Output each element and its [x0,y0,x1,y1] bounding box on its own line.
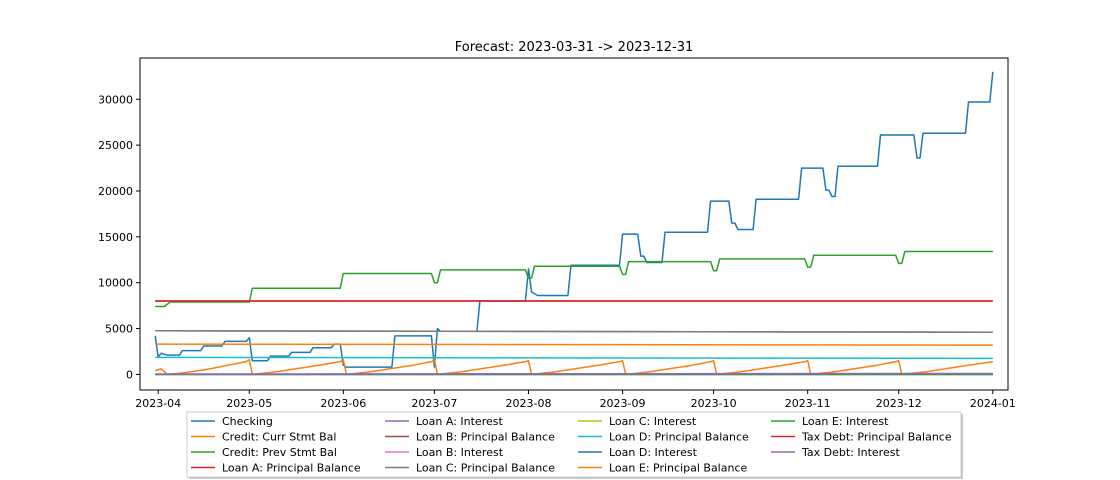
x-tick-label-7: 2023-11 [785,397,831,410]
legend-label-13: Tax Debt: Principal Balance [801,431,952,444]
legend-label-9: Loan D: Principal Balance [609,431,749,444]
legend-label-3: Loan A: Principal Balance [222,462,361,475]
chart-title: Forecast: 2023-03-31 -> 2023-12-31 [455,40,693,55]
y-tick-label-4: 20000 [98,185,133,198]
legend-label-11: Loan E: Principal Balance [609,462,748,475]
y-axis: 0 5000 10000 15000 20000 25000 30000 [98,93,140,381]
x-tick-label-2: 2023-06 [320,397,366,410]
y-tick-label-3: 15000 [98,231,133,244]
series-line-14 [155,372,993,375]
legend-label-8: Loan C: Interest [609,415,697,428]
series-line-9 [155,356,993,360]
legend-box [186,411,962,478]
x-tick-label-4: 2023-08 [505,397,551,410]
plot-lines [154,71,994,376]
x-axis: 2023-04 2023-05 2023-06 2023-07 2023-08 2023-… [135,390,1016,410]
plot-frame [139,57,1009,391]
series-line-11 [155,343,993,346]
x-tick-label-9: 2024-01 [970,397,1016,410]
x-tick-label-8: 2023-12 [876,397,922,410]
legend-label-10: Loan D: Interest [609,446,698,459]
series-line-1 [154,358,993,376]
x-tick-label-5: 2023-09 [600,397,646,410]
series-line-7 [155,330,993,333]
x-tick-label-6: 2023-10 [691,397,737,410]
y-tick-label-2: 10000 [98,277,133,290]
legend: Checking Credit: Curr Stmt Bal Credit: Pre… [186,411,963,479]
legend-label-0: Checking [222,415,273,428]
legend-label-7: Loan C: Principal Balance [416,462,555,475]
legend-label-6: Loan B: Interest [416,446,504,459]
legend-label-12: Loan E: Interest [802,415,889,428]
series-line-2 [155,250,993,308]
y-tick-label-5: 25000 [98,139,133,152]
legend-label-1: Credit: Curr Stmt Bal [222,431,336,444]
x-tick-label-3: 2023-07 [411,397,457,410]
y-tick-label-0: 0 [126,368,133,381]
y-tick-label-1: 5000 [105,323,133,336]
legend-label-4: Loan A: Interest [416,415,503,428]
legend-label-14: Tax Debt: Interest [801,446,900,459]
x-tick-label-0: 2023-04 [135,397,181,410]
legend-label-5: Loan B: Principal Balance [416,431,555,444]
legend-label-2: Credit: Prev Stmt Bal [222,446,337,459]
y-tick-label-6: 30000 [98,93,133,106]
x-tick-label-1: 2023-05 [226,397,272,410]
